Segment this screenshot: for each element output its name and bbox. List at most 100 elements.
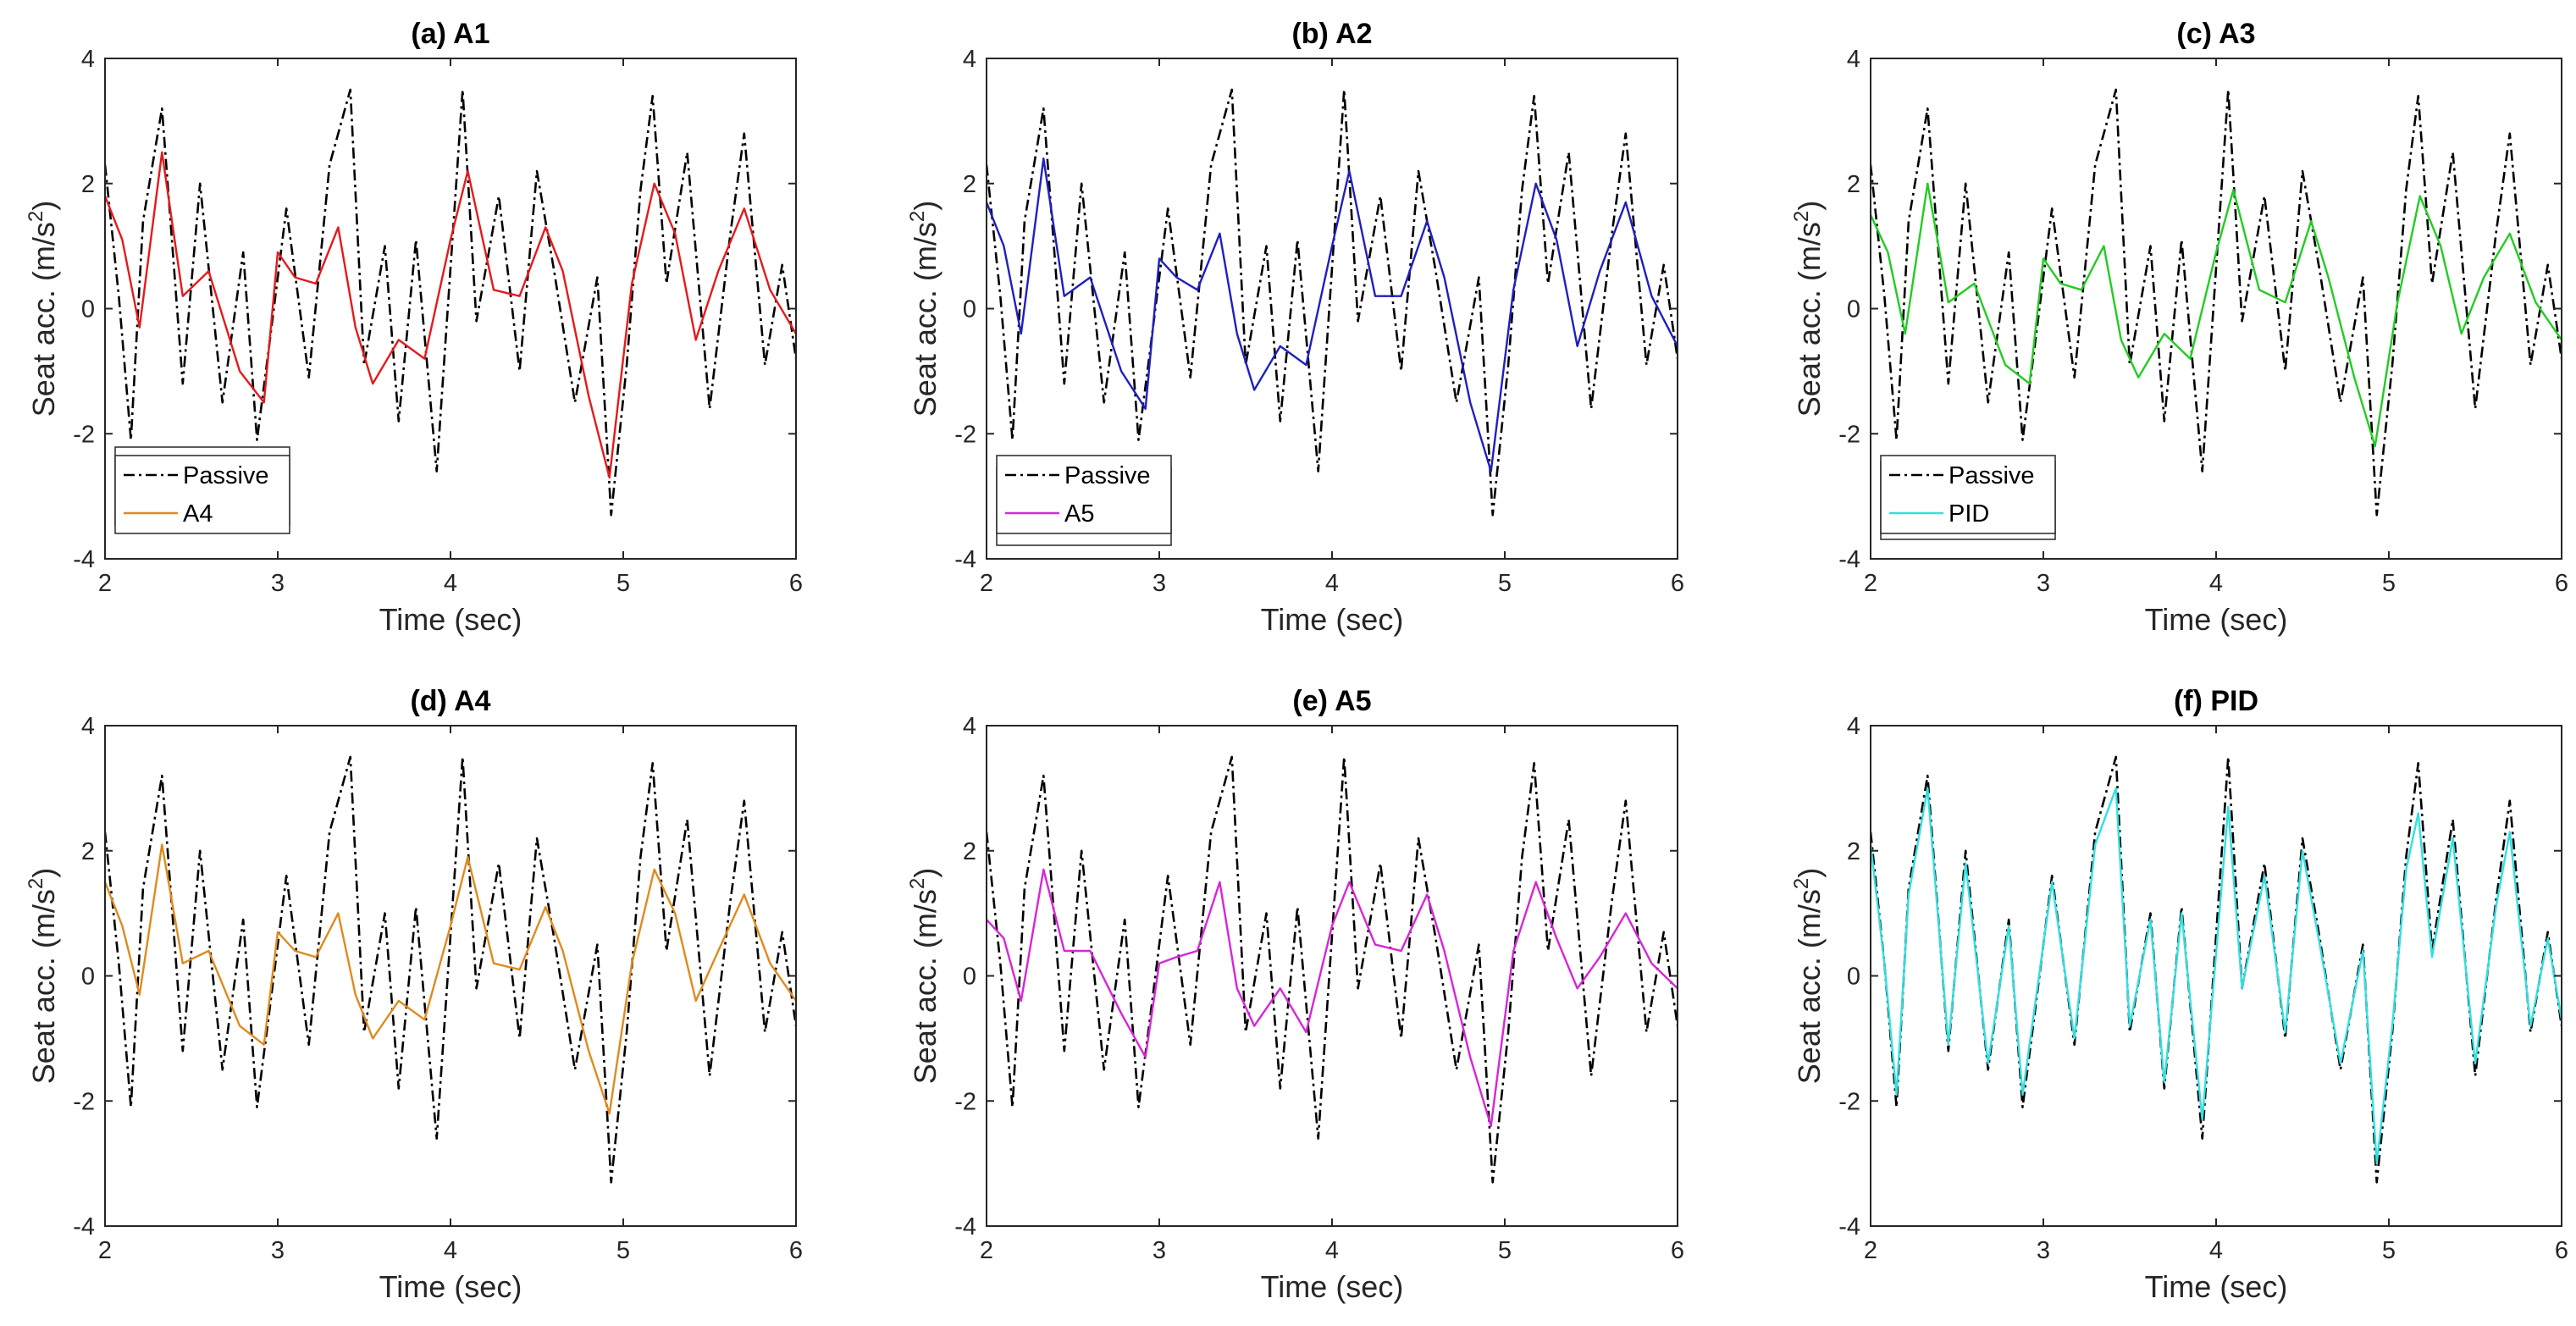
y-tick-label: -4	[73, 546, 95, 573]
y-tick-label: 2	[1847, 171, 1860, 198]
y-tick-label: 2	[1847, 838, 1860, 865]
y-axis-label-sup: 2	[1790, 878, 1813, 889]
panel-3: 2 3 4 5 6 -4 -2 0 2 4 (c) A3 Time (sec) Seat acc. (m…	[1790, 18, 2568, 637]
legend-box	[1880, 455, 2056, 534]
y-axis-label-sup: 2	[906, 878, 929, 889]
series-a1-line	[105, 151, 796, 479]
y-axis-label: Seat acc. (m/s2)	[1790, 868, 1827, 1084]
legend-box	[114, 455, 290, 534]
series-passive-line	[987, 755, 1678, 1184]
y-tick-label: 0	[963, 964, 976, 991]
x-tick-label: 6	[2555, 1237, 2568, 1264]
x-tick-label: 6	[1671, 570, 1684, 597]
x-tick-label: 6	[789, 1237, 803, 1264]
x-tick-label: 4	[1325, 570, 1339, 597]
series-a3-line	[1871, 182, 2562, 448]
x-tick-label: 4	[1325, 1237, 1339, 1264]
x-tick-label: 2	[98, 570, 112, 597]
x-tick-label: 3	[1153, 570, 1166, 597]
x-tick-label: 5	[1498, 570, 1512, 597]
x-tick-label: 5	[2382, 570, 2396, 597]
y-tick-label: 0	[1847, 296, 1860, 323]
x-tick-label: 3	[2037, 1237, 2050, 1264]
y-axis-label-tail: )	[1792, 201, 1827, 211]
y-axis-label-tail: )	[908, 868, 943, 878]
x-tick-label: 4	[444, 570, 457, 597]
x-axis-label: Time (sec)	[1261, 1269, 1404, 1304]
panel-title: (f) PID	[2174, 685, 2258, 717]
y-tick-label: 4	[963, 713, 976, 740]
panel-title: (a) A1	[411, 18, 489, 50]
y-axis-label-tail: )	[1792, 868, 1827, 878]
y-tick-label: -4	[73, 1213, 95, 1240]
series-a4-line	[105, 843, 796, 1115]
y-axis-label-sup: 2	[25, 878, 47, 889]
panel-title: (e) A5	[1292, 685, 1371, 717]
legend-label-passive: Passive	[1949, 462, 2035, 489]
panel-4: 2 3 4 5 6 -4 -2 0 2 4 (d) A4 Time (sec) Seat acc. (m…	[25, 455, 803, 1304]
x-tick-label: 2	[98, 1237, 112, 1264]
y-tick-label: -2	[73, 1088, 95, 1115]
x-tick-label: 5	[2382, 1237, 2396, 1264]
x-axis-label: Time (sec)	[2145, 1269, 2288, 1304]
x-tick-label: 6	[789, 570, 803, 597]
plot-area	[987, 726, 1678, 1226]
panel-title: (d) A4	[410, 685, 490, 717]
y-tick-label: 4	[1847, 713, 1860, 740]
panel-title: (b) A2	[1291, 18, 1372, 50]
legend-label-pid: PID	[1949, 500, 1989, 528]
y-tick-label: -4	[1838, 1213, 1860, 1240]
x-tick-label: 4	[2209, 1237, 2223, 1264]
plot-area	[1871, 726, 2562, 1226]
y-axis-label: Seat acc. (m/s2)	[25, 201, 61, 417]
x-tick-label: 5	[1498, 1237, 1512, 1264]
y-axis-label: Seat acc. (m/s2)	[906, 868, 943, 1084]
legend-box	[996, 455, 1172, 534]
x-tick-label: 3	[271, 570, 285, 597]
x-tick-label: 5	[616, 1237, 630, 1264]
x-tick-label: 2	[1864, 570, 1877, 597]
y-tick-label: -2	[954, 421, 976, 448]
x-tick-label: 2	[980, 1237, 993, 1264]
y-tick-label: 0	[963, 296, 976, 323]
y-axis-label: Seat acc. (m/s2)	[906, 201, 943, 417]
x-axis-label: Time (sec)	[2145, 602, 2288, 637]
x-tick-label: 3	[1153, 1237, 1166, 1264]
legend-label-a4: A4	[183, 500, 213, 528]
y-tick-label: 4	[1847, 46, 1860, 73]
y-tick-label: 2	[963, 838, 976, 865]
panel-6: 2 3 4 5 6 -4 -2 0 2 4 (f) PID Time (sec) Seat acc. (…	[1790, 455, 2568, 1304]
x-tick-label: 6	[2555, 570, 2568, 597]
y-axis-label-tail: )	[26, 201, 61, 211]
x-tick-label: 2	[980, 570, 993, 597]
y-tick-label: -2	[954, 1088, 976, 1115]
x-tick-label: 6	[1671, 1237, 1684, 1264]
y-tick-label: 2	[81, 171, 95, 198]
y-tick-label: -2	[1838, 1088, 1860, 1115]
y-axis-label-base: Seat acc. (m/s	[26, 889, 61, 1084]
x-axis-label: Time (sec)	[379, 1269, 522, 1304]
y-tick-label: -4	[1838, 546, 1860, 573]
y-tick-label: -2	[1838, 421, 1860, 448]
y-tick-label: 0	[81, 964, 95, 991]
x-tick-label: 4	[2209, 570, 2223, 597]
series-pid-line	[1871, 787, 2562, 1165]
x-tick-label: 4	[444, 1237, 457, 1264]
y-tick-label: 2	[81, 838, 95, 865]
x-axis-label: Time (sec)	[379, 602, 522, 637]
legend: Passive PID	[1880, 455, 2056, 534]
y-axis-label-base: Seat acc. (m/s	[1792, 222, 1827, 417]
y-tick-label: 4	[81, 46, 95, 73]
y-axis-label-base: Seat acc. (m/s	[908, 889, 943, 1084]
series-passive-line	[105, 88, 796, 517]
series-a5-line	[987, 868, 1678, 1128]
legend-label-passive: Passive	[183, 462, 269, 489]
y-tick-label: 2	[963, 171, 976, 198]
x-tick-label: 3	[271, 1237, 285, 1264]
y-axis-label-sup: 2	[25, 211, 47, 222]
y-axis-label-base: Seat acc. (m/s	[1792, 889, 1827, 1084]
plot-area	[105, 726, 796, 1226]
legend-label-a5: A5	[1064, 500, 1094, 528]
y-tick-label: 4	[963, 46, 976, 73]
